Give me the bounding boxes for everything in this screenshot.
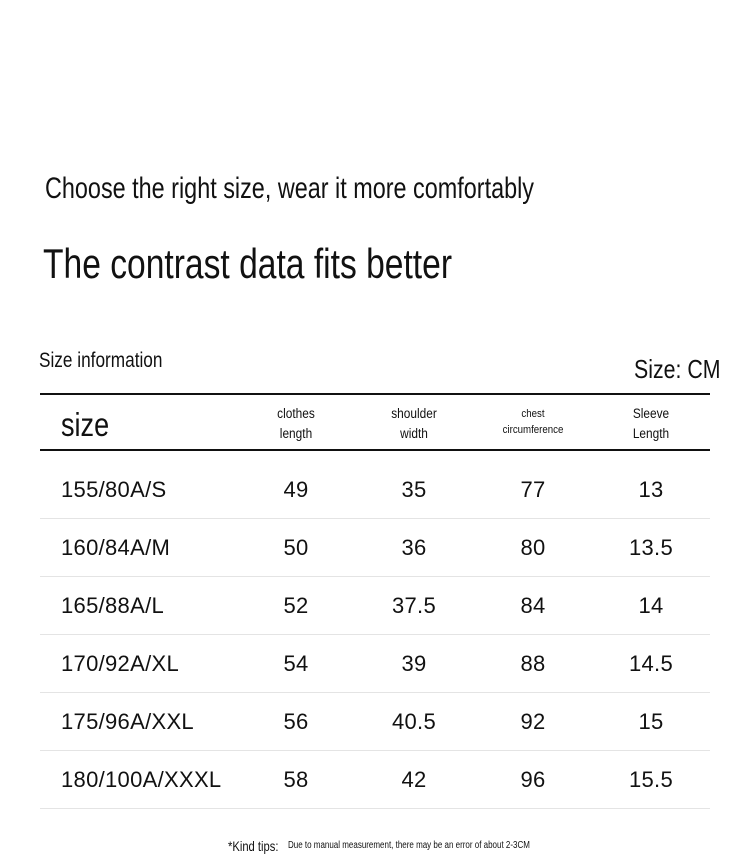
tips-text: Due to manual measurement, there may be … <box>288 840 530 851</box>
row-divider <box>40 576 710 577</box>
header-line: Sleeve <box>632 406 670 421</box>
cell-size: 175/96A/XXL <box>61 709 194 734</box>
cell-clothes-length: 54 <box>283 651 309 676</box>
cell-chest-circumference: 92 <box>520 709 546 734</box>
header-shoulder-width: shoulder width <box>379 404 449 444</box>
cell-chest-circumference: 88 <box>520 651 546 676</box>
tips-label: *Kind tips: <box>228 838 279 854</box>
cell-chest-circumference: 84 <box>520 593 546 618</box>
cell-chest-circumference: 96 <box>520 767 546 792</box>
table-row: 170/92A/XL 54 39 88 14.5 <box>40 635 710 693</box>
row-divider <box>40 634 710 635</box>
cell-size: 180/100A/XXXL <box>61 767 222 792</box>
header-line: width <box>400 426 428 441</box>
cell-sleeve-length: 13 <box>638 477 664 502</box>
row-divider <box>40 808 710 809</box>
header-sleeve-length: Sleeve Length <box>616 404 686 444</box>
cell-shoulder-width: 39 <box>401 651 427 676</box>
cell-chest-circumference: 77 <box>520 477 546 502</box>
cell-clothes-length: 52 <box>283 593 309 618</box>
cell-size: 160/84A/M <box>61 535 171 560</box>
header-chest-circumference: chest circumference <box>493 406 572 438</box>
header-clothes-length: clothes length <box>261 404 331 444</box>
cell-chest-circumference: 80 <box>520 535 546 560</box>
unit-label: Size: CM <box>634 354 721 384</box>
cell-shoulder-width: 35 <box>401 477 427 502</box>
size-information-title: Size information <box>39 349 163 372</box>
cell-clothes-length: 56 <box>283 709 309 734</box>
cell-clothes-length: 49 <box>283 477 309 502</box>
table-row: 160/84A/M 50 36 80 13.5 <box>40 519 710 577</box>
cell-size: 165/88A/L <box>61 593 165 618</box>
cell-shoulder-width: 36 <box>401 535 427 560</box>
header-line: Length <box>632 426 670 441</box>
cell-clothes-length: 50 <box>283 535 309 560</box>
cell-sleeve-length: 13.5 <box>628 535 674 560</box>
page-subtitle: Choose the right size, wear it more comf… <box>45 172 535 205</box>
header-line: chest <box>521 408 545 420</box>
page-headline: The contrast data fits better <box>43 240 453 287</box>
header-line: shoulder <box>391 406 437 421</box>
cell-shoulder-width: 37.5 <box>391 593 437 618</box>
table-top-rule <box>40 393 710 395</box>
table-header-rule <box>40 449 710 451</box>
header-line: clothes <box>277 406 315 421</box>
cell-clothes-length: 58 <box>283 767 309 792</box>
table-row: 165/88A/L 52 37.5 84 14 <box>40 577 710 635</box>
cell-sleeve-length: 14.5 <box>628 651 674 676</box>
row-divider <box>40 518 710 519</box>
row-divider <box>40 750 710 751</box>
header-line: circumference <box>502 424 564 436</box>
header-size: size <box>61 406 110 443</box>
cell-sleeve-length: 15.5 <box>628 767 674 792</box>
table-row: 175/96A/XXL 56 40.5 92 15 <box>40 693 710 751</box>
header-line: length <box>279 426 313 441</box>
table-row: 180/100A/XXXL 58 42 96 15.5 <box>40 751 710 809</box>
cell-sleeve-length: 15 <box>638 709 664 734</box>
cell-size: 170/92A/XL <box>61 651 179 676</box>
cell-shoulder-width: 40.5 <box>391 709 437 734</box>
cell-sleeve-length: 14 <box>638 593 664 618</box>
table-row: 155/80A/S 49 35 77 13 <box>40 461 710 519</box>
cell-size: 155/80A/S <box>61 477 167 502</box>
row-divider <box>40 692 710 693</box>
cell-shoulder-width: 42 <box>401 767 427 792</box>
